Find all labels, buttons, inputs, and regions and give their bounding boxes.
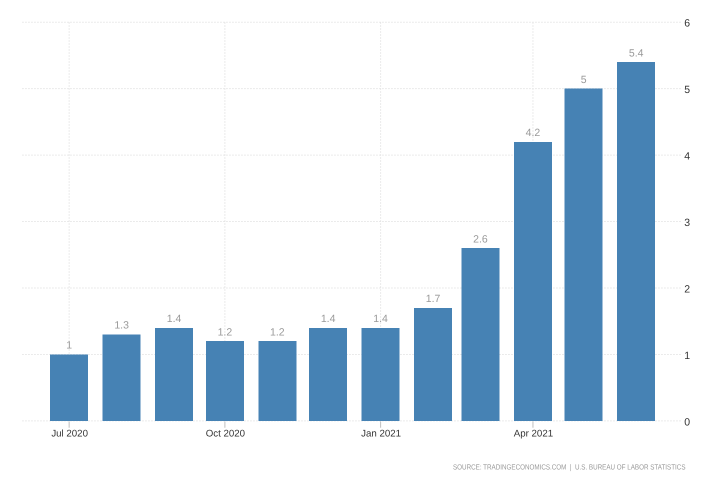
svg-text:Apr 2021: Apr 2021 [514, 429, 553, 440]
svg-text:SOURCE: TRADINGECONOMICS.COM: SOURCE: TRADINGECONOMICS.COM | U.S. BURE… [453, 462, 686, 471]
svg-text:1.3: 1.3 [114, 320, 129, 332]
svg-text:Jul 2020: Jul 2020 [51, 429, 88, 440]
svg-text:1: 1 [684, 350, 690, 362]
svg-text:Oct 2020: Oct 2020 [206, 429, 246, 440]
svg-text:4.2: 4.2 [526, 127, 541, 139]
svg-text:1.7: 1.7 [426, 293, 441, 305]
svg-text:2.6: 2.6 [473, 233, 488, 245]
svg-text:1.4: 1.4 [167, 313, 182, 325]
svg-text:0: 0 [684, 416, 690, 428]
svg-text:1: 1 [66, 340, 72, 352]
svg-text:1.4: 1.4 [321, 313, 336, 325]
svg-text:5.4: 5.4 [629, 47, 644, 59]
svg-text:2: 2 [684, 283, 690, 295]
svg-text:1.2: 1.2 [218, 326, 233, 338]
svg-text:6: 6 [684, 18, 690, 30]
svg-text:3: 3 [684, 217, 690, 229]
svg-text:5: 5 [581, 74, 587, 86]
svg-text:4: 4 [684, 151, 690, 163]
svg-text:Jan 2021: Jan 2021 [361, 429, 401, 440]
svg-text:5: 5 [684, 84, 690, 96]
svg-text:1.2: 1.2 [270, 326, 285, 338]
svg-text:1.4: 1.4 [373, 313, 388, 325]
